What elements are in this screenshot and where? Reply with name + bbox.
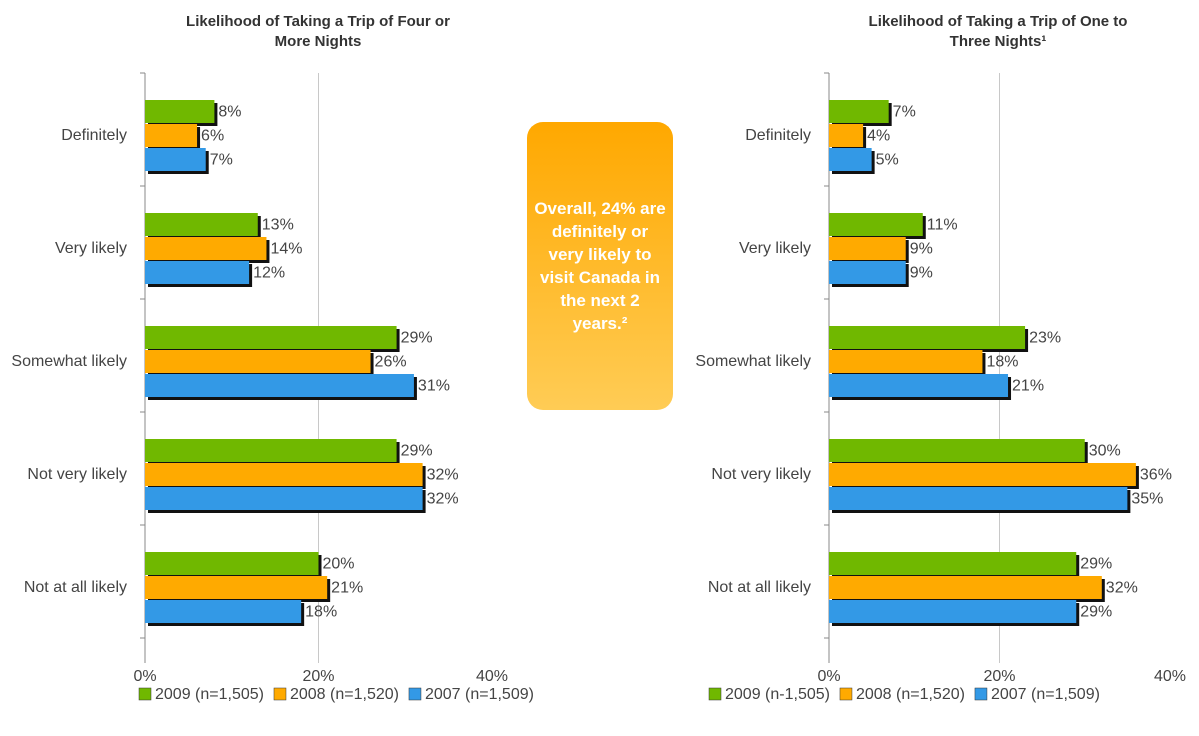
bar	[829, 100, 889, 123]
category-label: Very likely	[739, 240, 811, 257]
bar	[145, 261, 250, 284]
value-label: 21%	[331, 580, 363, 597]
value-label: 9%	[910, 265, 933, 282]
x-tick-label: 40%	[1154, 668, 1186, 685]
category-label: Somewhat likely	[695, 353, 811, 370]
value-label: 9%	[910, 241, 933, 258]
value-label: 5%	[876, 152, 899, 169]
bar	[829, 439, 1085, 462]
legend-swatch	[138, 687, 152, 701]
bar	[145, 326, 397, 349]
bar	[829, 600, 1077, 623]
bar	[145, 213, 258, 236]
bar	[829, 124, 864, 147]
value-label: 18%	[986, 354, 1018, 371]
bar	[829, 213, 923, 236]
category-label: Very likely	[55, 240, 127, 257]
bar	[145, 100, 215, 123]
value-label: 14%	[270, 241, 302, 258]
category-label: Somewhat likely	[11, 353, 127, 370]
bar	[145, 576, 328, 599]
legend-label: 2009 (n-1,505)	[725, 686, 830, 703]
category-label: Not at all likely	[24, 579, 127, 596]
value-label: 4%	[867, 128, 890, 145]
legend-swatch	[839, 687, 853, 701]
value-label: 12%	[253, 265, 285, 282]
bar	[145, 237, 267, 260]
value-label: 32%	[427, 491, 459, 508]
value-label: 36%	[1140, 467, 1172, 484]
bar	[829, 576, 1102, 599]
callout: Overall, 24% are definitely or very like…	[527, 122, 673, 410]
bar	[829, 552, 1077, 575]
value-label: 7%	[210, 152, 233, 169]
legend-label: 2007 (n=1,509)	[425, 686, 534, 703]
chart-title: Likelihood of Taking a Trip of One to Th…	[868, 13, 1128, 50]
legend-label: 2009 (n=1,505)	[155, 686, 264, 703]
value-label: 18%	[305, 604, 337, 621]
bar	[829, 374, 1009, 397]
value-label: 11%	[927, 217, 958, 234]
bar	[145, 463, 423, 486]
value-label: 26%	[375, 354, 407, 371]
category-label: Not very likely	[711, 466, 811, 483]
bar	[145, 487, 423, 510]
x-tick-label: 20%	[302, 668, 334, 685]
legend-label: 2008 (n=1,520)	[856, 686, 965, 703]
bar	[829, 148, 872, 171]
bar	[145, 374, 414, 397]
legend-label: 2008 (n=1,520)	[290, 686, 399, 703]
category-label: Definitely	[61, 127, 127, 144]
bar	[829, 350, 983, 373]
value-label: 32%	[427, 467, 459, 484]
value-label: 29%	[1080, 556, 1112, 573]
chart-title: Likelihood of Taking a Trip of Four or M…	[186, 13, 450, 50]
value-label: 7%	[893, 104, 916, 121]
value-label: 13%	[262, 217, 294, 234]
category-label: Definitely	[745, 127, 811, 144]
x-tick-label: 0%	[133, 668, 156, 685]
value-label: 29%	[401, 443, 433, 460]
x-tick-label: 40%	[476, 668, 508, 685]
legend-label: 2007 (n=1,509)	[991, 686, 1100, 703]
value-label: 35%	[1131, 491, 1163, 508]
bar	[829, 326, 1026, 349]
value-label: 32%	[1106, 580, 1138, 597]
value-label: 6%	[201, 128, 224, 145]
bar	[145, 148, 206, 171]
bar	[829, 487, 1128, 510]
x-tick-label: 20%	[983, 668, 1015, 685]
bar	[145, 552, 319, 575]
bar	[145, 600, 302, 623]
legend-swatch	[408, 687, 422, 701]
bar	[829, 463, 1136, 486]
value-label: 23%	[1029, 330, 1061, 347]
bar	[829, 261, 906, 284]
bar	[145, 439, 397, 462]
x-tick-label: 0%	[817, 668, 840, 685]
value-label: 31%	[418, 378, 450, 395]
value-label: 29%	[401, 330, 433, 347]
value-label: 29%	[1080, 604, 1112, 621]
bar	[145, 124, 198, 147]
value-label: 30%	[1089, 443, 1121, 460]
legend-swatch	[974, 687, 988, 701]
category-label: Not very likely	[27, 466, 127, 483]
category-label: Not at all likely	[708, 579, 811, 596]
value-label: 21%	[1012, 378, 1044, 395]
legend-swatch	[708, 687, 722, 701]
value-label: 20%	[323, 556, 355, 573]
legend-swatch	[273, 687, 287, 701]
bar	[145, 350, 371, 373]
value-label: 8%	[218, 104, 241, 121]
bar	[829, 237, 906, 260]
